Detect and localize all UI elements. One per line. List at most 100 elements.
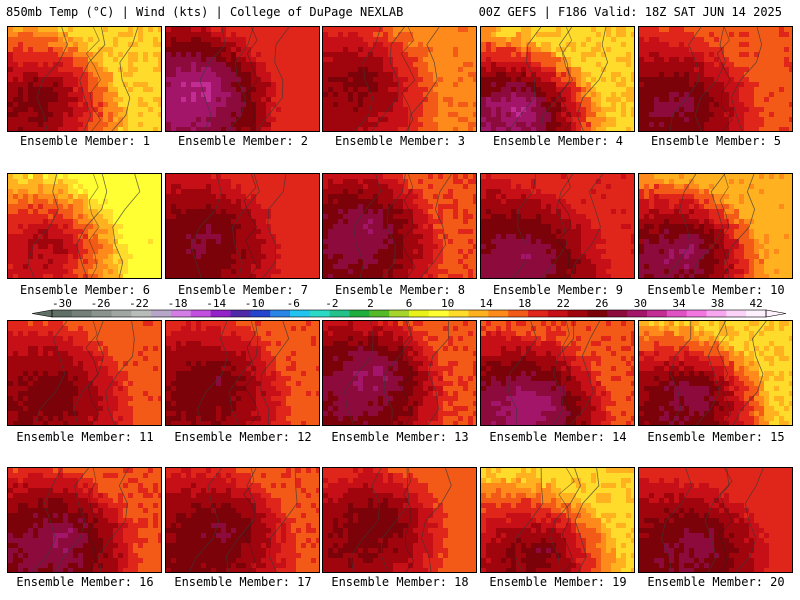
temperature-cell (23, 97, 29, 103)
temperature-cell (93, 249, 99, 255)
temperature-cell (779, 82, 785, 88)
temperature-cell (138, 112, 144, 118)
temperature-cell (8, 82, 14, 88)
temperature-cell (709, 37, 715, 43)
temperature-cell (83, 179, 89, 185)
temperature-cell (526, 42, 532, 48)
temperature-cell (186, 117, 192, 123)
temperature-cell (784, 67, 790, 73)
temperature-cell (328, 57, 334, 63)
temperature-cell (196, 62, 202, 68)
temperature-cell (196, 57, 202, 63)
temperature-cell (764, 72, 770, 78)
temperature-cell (486, 37, 492, 43)
temperature-cell (611, 37, 617, 43)
temperature-cell (353, 127, 359, 131)
temperature-cell (286, 214, 292, 220)
temperature-cell (226, 189, 232, 195)
temperature-cell (418, 47, 424, 53)
temperature-cell (226, 219, 232, 225)
temperature-cell (83, 199, 89, 205)
temperature-cell (291, 254, 297, 260)
temperature-cell (413, 37, 419, 43)
temperature-cell (561, 122, 567, 128)
temperature-cell (291, 117, 297, 123)
temperature-cell (486, 62, 492, 68)
temperature-cell (784, 47, 790, 53)
temperature-cell (428, 92, 434, 98)
temperature-cell (453, 184, 459, 190)
temperature-cell (779, 32, 785, 38)
temperature-cell (511, 107, 517, 113)
temperature-cell (729, 82, 735, 88)
temperature-cell (128, 179, 134, 185)
temperature-cell (171, 32, 177, 38)
temperature-cell (328, 127, 334, 131)
temperature-cell (73, 42, 79, 48)
temperature-cell (526, 127, 532, 131)
temperature-cell (236, 239, 242, 245)
temperature-cell (231, 37, 237, 43)
temperature-cell (709, 82, 715, 88)
temperature-cell (353, 37, 359, 43)
ensemble-member-label: Ensemble Member: 2 (177, 134, 309, 148)
temperature-cell (473, 42, 476, 48)
temperature-cell (176, 209, 182, 215)
temperature-cell (709, 47, 715, 53)
temperature-cell (291, 52, 297, 58)
temperature-cell (113, 72, 119, 78)
temperature-cell (576, 77, 582, 83)
temperature-cell (674, 52, 680, 58)
temperature-cell (13, 184, 19, 190)
temperature-cell (368, 184, 374, 190)
temperature-cell (83, 209, 89, 215)
temperature-cell (699, 127, 705, 131)
temperature-cell (158, 214, 161, 220)
temperature-cell (256, 179, 262, 185)
temperature-cell (714, 37, 720, 43)
temperature-cell (73, 244, 79, 250)
temperature-cell (734, 72, 740, 78)
temperature-cell (286, 174, 292, 180)
temperature-cell (551, 82, 557, 88)
temperature-cell (73, 179, 79, 185)
temperature-cell (33, 209, 39, 215)
temperature-cell (353, 82, 359, 88)
temperature-cell (709, 32, 715, 38)
temperature-cell (358, 127, 364, 131)
temperature-cell (246, 174, 252, 180)
temperature-cell (166, 57, 172, 63)
temperature-cell (463, 62, 469, 68)
temperature-cell (526, 87, 532, 93)
temperature-cell (226, 37, 232, 43)
temperature-cell (684, 102, 690, 108)
temperature-cell (271, 219, 277, 225)
temperature-cell (368, 82, 374, 88)
temperature-cell (378, 179, 384, 185)
temperature-cell (453, 92, 459, 98)
temperature-cell (206, 92, 212, 98)
temperature-cell (438, 102, 444, 108)
temperature-cell (191, 204, 197, 210)
temperature-cell (719, 77, 725, 83)
temperature-cell (626, 42, 632, 48)
temperature-cell (438, 57, 444, 63)
temperature-cell (311, 234, 317, 240)
temperature-cell (571, 97, 577, 103)
temperature-cell (301, 42, 307, 48)
temperature-cell (428, 77, 434, 83)
temperature-cell (784, 87, 790, 93)
temperature-cell (8, 189, 14, 195)
temperature-cell (433, 122, 439, 128)
temperature-cell (68, 82, 74, 88)
temperature-cell (301, 97, 307, 103)
chart-title: 850mb Temp (°C) | Wind (kts) | College o… (6, 5, 404, 19)
temperature-cell (403, 189, 409, 195)
temperature-cell (43, 27, 49, 33)
temperature-cell (443, 62, 449, 68)
temperature-cell (576, 112, 582, 118)
temperature-cell (38, 52, 44, 58)
temperature-cell (413, 102, 419, 108)
temperature-cell (744, 32, 750, 38)
temperature-cell (123, 37, 129, 43)
